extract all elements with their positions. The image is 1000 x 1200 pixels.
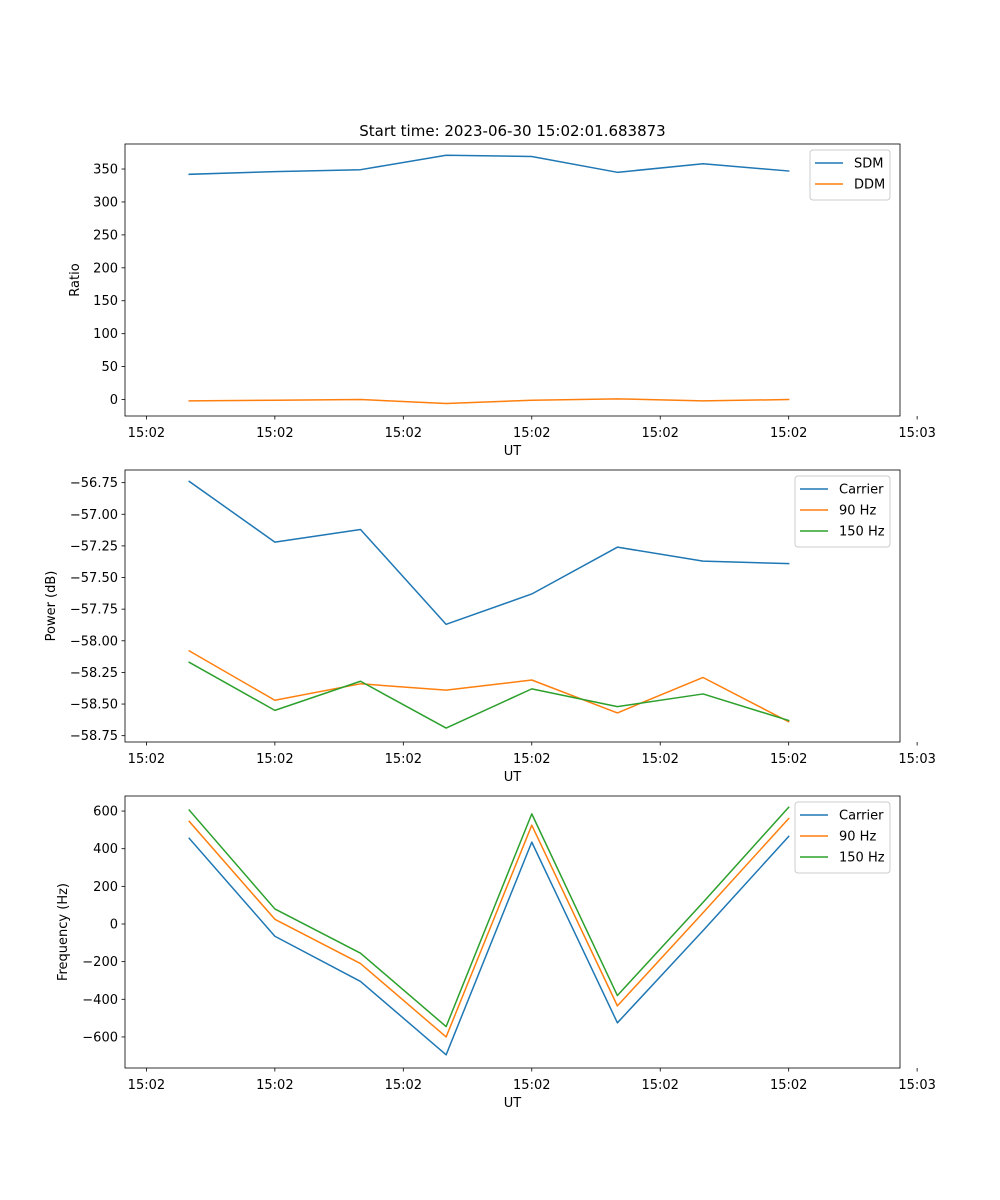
- y-axis: −58.75 −58.50 −58.25 −58.00 −57.75 −57.50 −57.…: [70, 476, 125, 744]
- x-tick-label: 15:02: [128, 752, 165, 767]
- x-tick-label: 15:02: [385, 1078, 422, 1093]
- series-lines: [188, 806, 790, 1056]
- x-tick-label: 15:02: [256, 752, 293, 767]
- x-tick-label: 15:02: [770, 426, 807, 441]
- y-tick-label: 200: [93, 261, 118, 276]
- legend-label: 150 Hz: [839, 525, 885, 540]
- y-axis: 0 50 100 150 200 250 300 350: [93, 163, 125, 408]
- legend-label: Carrier: [839, 809, 884, 824]
- x-tick-label: 15:02: [641, 426, 678, 441]
- y-axis-label: Frequency (Hz): [56, 883, 71, 981]
- x-axis: 15:02 15:02 15:02 15:02 15:02 15:02 15:03: [128, 416, 936, 441]
- y-tick-label: −58.75: [70, 729, 118, 744]
- figure-title: Start time: 2023-06-30 15:02:01.683873: [359, 122, 665, 140]
- legend-label: SDM: [854, 157, 883, 172]
- x-tick-label: 15:02: [641, 1078, 678, 1093]
- legend-label: 150 Hz: [839, 851, 885, 866]
- x-tick-label: 15:02: [513, 1078, 550, 1093]
- y-tick-label: −56.75: [70, 476, 118, 491]
- x-tick-label: 15:02: [128, 426, 165, 441]
- series-lines: [188, 154, 790, 405]
- x-tick-label: 15:02: [770, 1078, 807, 1093]
- x-axis-label: UT: [504, 444, 522, 459]
- axes-frame: [124, 143, 901, 417]
- series-line-150-hz: [188, 806, 790, 1028]
- x-axis: 15:02 15:02 15:02 15:02 15:02 15:02 15:03: [128, 1068, 936, 1093]
- y-tick-label: 200: [93, 880, 118, 895]
- series-line-90-hz: [188, 817, 790, 1038]
- x-tick-label: 15:02: [385, 752, 422, 767]
- series-line-150-hz: [188, 661, 790, 729]
- y-tick-label: −57.75: [70, 603, 118, 618]
- legend-label: 90 Hz: [839, 830, 876, 845]
- x-tick-label: 15:02: [513, 426, 550, 441]
- x-tick-label: 15:02: [256, 1078, 293, 1093]
- series-line-carrier: [188, 835, 790, 1056]
- x-tick-label: 15:02: [641, 752, 678, 767]
- y-tick-label: 100: [93, 327, 118, 342]
- x-tick-label: 15:03: [898, 426, 935, 441]
- legend: Carrier 90 Hz 150 Hz: [794, 475, 891, 548]
- y-tick-label: −57.00: [70, 508, 118, 523]
- y-axis-label: Power (dB): [44, 571, 59, 642]
- y-tick-label: 150: [93, 294, 118, 309]
- y-tick-label: 350: [93, 163, 118, 178]
- chart-panels: 15:02 15:02 15:02 15:02 15:02 15:02 15:03 0 50 10…: [44, 143, 936, 1111]
- y-tick-label: −58.25: [70, 666, 118, 681]
- y-tick-label: 600: [93, 805, 118, 820]
- y-tick-label: −57.50: [70, 571, 118, 586]
- x-tick-label: 15:02: [770, 752, 807, 767]
- chart-panel-3: 15:02 15:02 15:02 15:02 15:02 15:02 15:03−600−…: [56, 795, 936, 1111]
- y-tick-label: −58.50: [70, 698, 118, 713]
- x-tick-label: 15:02: [128, 1078, 165, 1093]
- legend: Carrier 90 Hz 150 Hz: [794, 801, 891, 874]
- x-axis-label: UT: [504, 1096, 522, 1111]
- x-tick-label: 15:02: [513, 752, 550, 767]
- legend-box: [794, 801, 891, 874]
- y-axis-label: Ratio: [68, 263, 83, 296]
- x-tick-label: 15:02: [385, 426, 422, 441]
- axes-frame: [124, 469, 901, 743]
- legend-label: 90 Hz: [839, 504, 876, 519]
- x-tick-label: 15:02: [256, 426, 293, 441]
- series-line-carrier: [188, 480, 790, 626]
- y-tick-label: −58.00: [70, 634, 118, 649]
- y-tick-label: −600: [82, 1030, 118, 1045]
- series-line-sdm: [188, 154, 790, 176]
- y-tick-label: 0: [110, 918, 118, 933]
- y-tick-label: −400: [82, 993, 118, 1008]
- y-tick-label: −200: [82, 955, 118, 970]
- legend-label: Carrier: [839, 483, 884, 498]
- axes-frame: [124, 795, 901, 1069]
- x-tick-label: 15:03: [898, 752, 935, 767]
- x-tick-label: 15:03: [898, 1078, 935, 1093]
- legend-label: DDM: [854, 178, 885, 193]
- x-axis: 15:02 15:02 15:02 15:02 15:02 15:02 15:03: [128, 742, 936, 767]
- series-lines: [188, 480, 790, 729]
- y-tick-label: 300: [93, 195, 118, 210]
- y-axis: −600 −400 −200 0 200 400 600: [82, 805, 125, 1045]
- chart-panel-1: 15:02 15:02 15:02 15:02 15:02 15:02 15:03 0 50 10…: [68, 143, 936, 459]
- series-line-90-hz: [188, 649, 790, 723]
- y-tick-label: 50: [101, 360, 118, 375]
- legend: SDM DDM: [809, 149, 891, 201]
- legend-box: [794, 475, 891, 548]
- x-axis-label: UT: [504, 770, 522, 785]
- chart-panel-2: 15:02 15:02 15:02 15:02 15:02 15:02 15:03 −58.7…: [44, 469, 936, 785]
- y-tick-label: −57.25: [70, 539, 118, 554]
- y-tick-label: 250: [93, 228, 118, 243]
- y-tick-label: 400: [93, 842, 118, 857]
- series-line-ddm: [188, 398, 790, 405]
- y-tick-label: 0: [110, 393, 118, 408]
